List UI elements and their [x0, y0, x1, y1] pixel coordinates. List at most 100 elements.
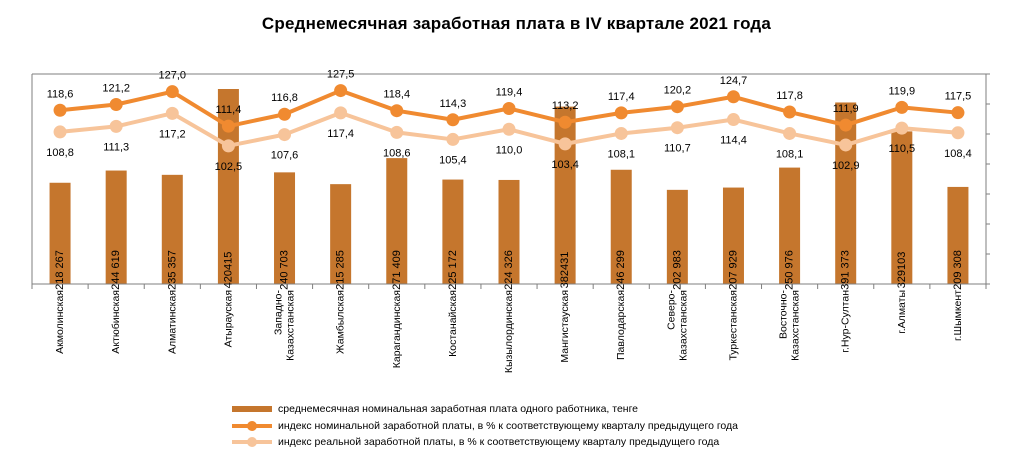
- real-index-marker: [334, 106, 348, 120]
- salary-bar: [386, 158, 408, 284]
- nominal-index-label: 119,4: [496, 86, 523, 98]
- nominal-index-marker: [165, 85, 179, 99]
- salary-bar-label: 225 172: [447, 250, 459, 290]
- nominal-index-marker: [109, 98, 123, 112]
- real-index-label: 110,0: [496, 144, 523, 156]
- category-label: Казахстанская: [790, 290, 802, 361]
- real-index-marker: [614, 126, 628, 140]
- legend-swatch-nominal: [232, 420, 272, 432]
- category-label: Атырауская: [222, 290, 234, 347]
- nominal-index-label: 117,5: [945, 91, 972, 103]
- salary-bar-label: 420415: [222, 252, 234, 289]
- real-index-marker: [221, 139, 235, 153]
- legend-label-nominal-index: индекс номинальной заработной платы, в %…: [278, 419, 739, 432]
- real-index-label: 108,1: [776, 148, 804, 160]
- real-index-label: 108,4: [944, 148, 972, 160]
- salary-bar-label: 246 299: [615, 250, 627, 290]
- nominal-index-label: 120,2: [664, 85, 692, 97]
- salary-bar-label: 218 267: [54, 250, 66, 290]
- category-label: Казахстанская: [677, 290, 689, 361]
- real-index-label: 108,8: [46, 147, 74, 159]
- salary-bar-label: 329103: [896, 252, 908, 289]
- nominal-index-label: 111,4: [215, 104, 241, 116]
- salary-bar-label: 250 976: [784, 250, 796, 290]
- category-label: Алматинская: [166, 290, 178, 354]
- category-label: Западно-: [273, 289, 285, 334]
- legend-item-nominal-index: индекс номинальной заработной платы, в %…: [232, 418, 738, 435]
- real-index-marker: [670, 121, 684, 135]
- nominal-index-label: 119,9: [888, 85, 915, 97]
- legend-label-salary: среднемесячная номинальная заработная пл…: [278, 403, 639, 415]
- category-label: Восточно-: [778, 289, 790, 339]
- real-index-label: 108,6: [383, 147, 411, 159]
- salary-bar: [498, 179, 520, 284]
- real-index-label: 111,3: [103, 141, 129, 153]
- real-index-label: 102,9: [832, 160, 860, 172]
- real-index-label: 117,4: [327, 128, 354, 140]
- real-index-marker: [390, 125, 404, 139]
- nominal-index-marker: [390, 104, 404, 118]
- salary-bar-label: 391 373: [840, 250, 852, 290]
- salary-bar: [722, 187, 744, 284]
- nominal-index-label: 111,9: [833, 103, 859, 115]
- salary-bar: [554, 106, 576, 285]
- real-index-label: 107,6: [271, 150, 299, 162]
- real-index-label: 102,5: [215, 161, 243, 173]
- real-index-marker: [278, 128, 292, 142]
- legend-item-salary: среднемесячная номинальная заработная пл…: [232, 401, 738, 418]
- nominal-index-marker: [446, 113, 460, 127]
- nominal-index-marker: [558, 115, 572, 129]
- category-label: Карагандинская: [391, 290, 403, 368]
- legend: среднемесячная номинальная заработная пл…: [232, 401, 738, 451]
- nominal-index-marker: [278, 107, 292, 121]
- salary-bar: [891, 131, 913, 284]
- nominal-index-label: 127,0: [159, 70, 187, 82]
- real-index-marker: [895, 121, 909, 135]
- real-index-marker: [502, 122, 516, 136]
- salary-bar-label: 271 409: [391, 250, 403, 290]
- nominal-index-label: 127,5: [327, 69, 355, 81]
- salary-bar: [49, 182, 71, 284]
- category-label: Костанайская: [447, 290, 459, 357]
- nominal-index-marker: [53, 103, 67, 117]
- category-label: Туркестанская: [727, 290, 739, 361]
- nominal-index-label: 117,4: [608, 91, 635, 103]
- category-label: Мангистауская: [559, 290, 571, 363]
- nominal-index-label: 117,8: [776, 90, 803, 102]
- salary-bar: [330, 184, 352, 284]
- real-index-marker: [165, 106, 179, 120]
- real-index-marker: [446, 132, 460, 146]
- salary-bar: [610, 169, 632, 284]
- category-label: Казахстанская: [285, 290, 297, 361]
- category-label: Акмолинская: [54, 290, 66, 354]
- category-label: Кызылординская: [503, 290, 515, 373]
- real-index-marker: [109, 119, 123, 133]
- nominal-index-marker: [951, 106, 965, 120]
- nominal-index-label: 118,4: [383, 89, 410, 101]
- nominal-index-label: 118,6: [47, 88, 74, 100]
- salary-bar-label: 224 326: [503, 250, 515, 290]
- real-index-label: 105,4: [439, 154, 467, 166]
- nominal-index-label: 114,3: [440, 98, 467, 110]
- category-label: г.Алматы: [896, 290, 908, 334]
- real-index-label: 114,4: [720, 135, 747, 147]
- nominal-index-marker: [726, 90, 740, 104]
- nominal-index-marker: [502, 101, 516, 115]
- category-label: г.Шымкент: [952, 290, 964, 341]
- salary-bar-label: 207 929: [727, 250, 739, 290]
- legend-swatch-bar: [232, 403, 272, 415]
- nominal-index-marker: [221, 119, 235, 133]
- salary-bar-label: 202 983: [671, 250, 683, 290]
- nominal-index-marker: [783, 105, 797, 119]
- real-index-marker: [53, 125, 67, 139]
- salary-bar: [442, 179, 464, 284]
- salary-bar-label: 240 703: [279, 250, 291, 290]
- nominal-index-label: 121,2: [102, 83, 130, 95]
- chart-title: Среднемесячная заработная плата в IV ква…: [261, 14, 772, 33]
- nominal-index-marker: [614, 106, 628, 120]
- salary-bar: [947, 186, 969, 284]
- real-index-label: 108,1: [607, 148, 635, 160]
- real-index-marker: [783, 126, 797, 140]
- real-index-marker: [558, 137, 572, 151]
- salary-bar-label: 209 308: [952, 250, 964, 290]
